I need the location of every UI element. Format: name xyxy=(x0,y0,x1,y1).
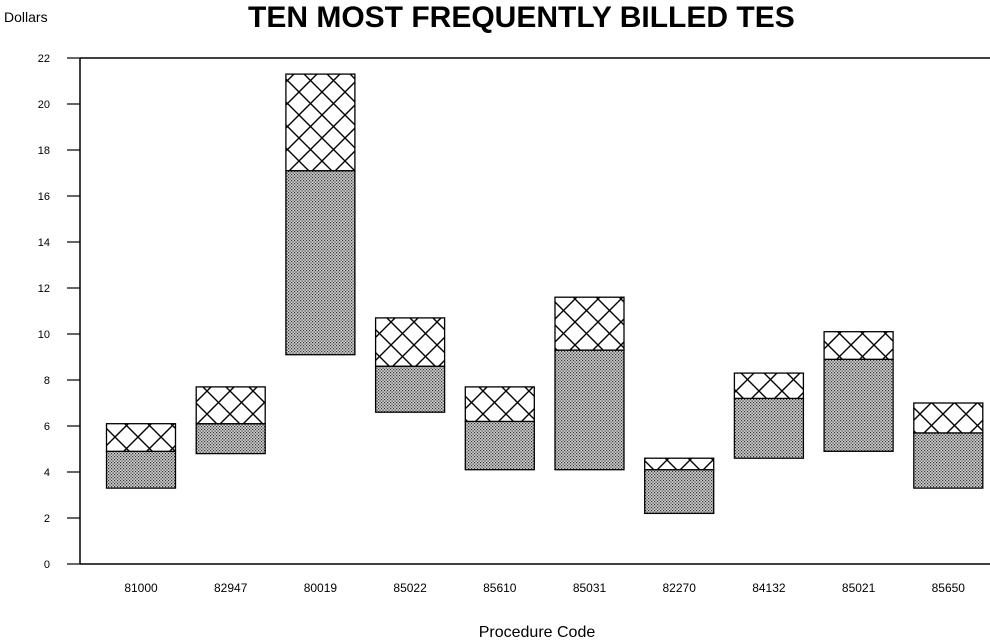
chart-title: TEN MOST FREQUENTLY BILLED TES xyxy=(248,1,795,34)
bar-segment-dotted xyxy=(285,170,356,356)
y-tick-label: 18 xyxy=(38,145,50,157)
y-tick-label: 4 xyxy=(44,467,50,479)
y-tick-label: 16 xyxy=(38,191,50,203)
y-tick-label: 10 xyxy=(38,329,50,341)
y-tick-label: 2 xyxy=(44,513,50,525)
bar-segment-crosshatch xyxy=(644,457,715,471)
bar-segment-crosshatch xyxy=(554,296,625,351)
bar-segment-crosshatch xyxy=(823,331,894,360)
x-tick-label: 80019 xyxy=(304,581,338,595)
bar-segment-dotted xyxy=(644,469,715,515)
y-tick-label: 8 xyxy=(44,375,50,387)
x-tick-label: 81000 xyxy=(124,581,158,595)
bar-segment-dotted xyxy=(554,349,625,471)
y-axis-ticks: 0 2 4 6 8 10 12 14 16 18 20 22 xyxy=(38,53,80,571)
x-tick-label: 85022 xyxy=(393,581,427,595)
y-tick-label: 14 xyxy=(38,237,50,249)
y-tick-label: 20 xyxy=(38,99,50,111)
y-tick-label: 12 xyxy=(38,283,50,295)
x-tick-label: 82270 xyxy=(663,581,697,595)
y-tick-label: 22 xyxy=(38,53,50,65)
x-tick-label: 85031 xyxy=(573,581,607,595)
bar-segment-dotted xyxy=(464,420,535,471)
y-tick-label: 0 xyxy=(44,559,50,571)
plot-area xyxy=(79,57,990,565)
bar-segment-crosshatch xyxy=(105,423,177,452)
bar-segment-dotted xyxy=(733,397,805,459)
bar-segment-crosshatch xyxy=(374,317,446,367)
bars xyxy=(105,73,984,515)
y-axis-label: Dollars xyxy=(4,9,48,25)
bar-segment-dotted xyxy=(105,450,177,489)
x-tick-label: 85610 xyxy=(483,581,517,595)
x-axis-label: Procedure Code xyxy=(479,624,596,641)
bar-segment-dotted xyxy=(195,423,266,455)
bar-segment-dotted xyxy=(823,358,894,452)
bar-segment-crosshatch xyxy=(733,372,805,400)
x-tick-label: 85021 xyxy=(842,581,876,595)
bar-segment-dotted xyxy=(374,365,446,413)
y-tick-label: 6 xyxy=(44,421,50,433)
bar-segment-crosshatch xyxy=(195,386,266,425)
x-tick-label: 82947 xyxy=(214,581,248,595)
bar-segment-crosshatch xyxy=(913,402,984,434)
x-tick-label: 84132 xyxy=(752,581,786,595)
bar-segment-crosshatch xyxy=(464,386,535,423)
bar-segment-dotted xyxy=(913,432,984,489)
x-tick-label: 85650 xyxy=(932,581,966,595)
bar-segment-crosshatch xyxy=(285,73,356,172)
x-axis-ticks: 81000 82947 80019 85022 85610 85031 82270 84132… xyxy=(124,581,965,595)
